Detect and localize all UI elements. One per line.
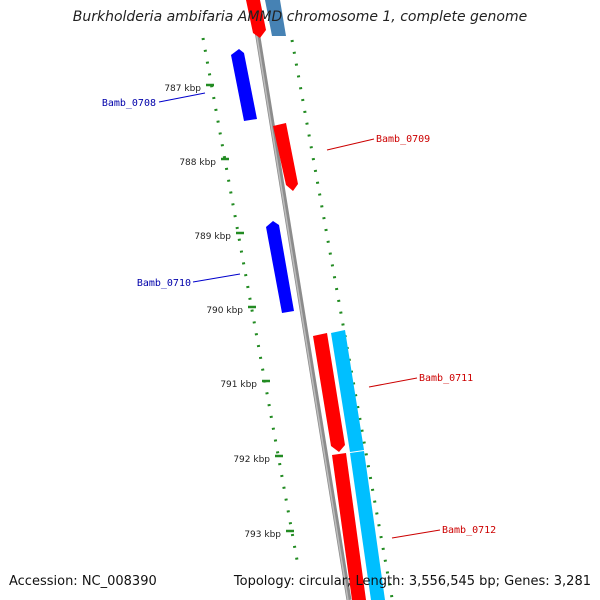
gene-label-bamb-0712[interactable]: Bamb_0712 [442,525,496,536]
scale-label-791: 791 kbp [220,380,257,390]
gene-arrow-bamb-0711 [313,333,345,452]
gene-label-bamb-0710[interactable]: Bamb_0710 [137,278,191,289]
tick-ring-inner [201,37,299,561]
scale-label-788: 788 kbp [179,158,216,168]
gene-arrow-bamb-0712 [332,453,366,600]
scale-label-787: 787 kbp [164,84,201,94]
scale-label-792: 792 kbp [233,455,270,465]
gene-leader-bamb-0709 [326,138,375,151]
map-title: Burkholderia ambifaria AMMD chromosome 1… [72,9,528,25]
gene-leader-bamb-0711 [368,377,418,388]
gene-leader-bamb-0710 [192,273,241,283]
gene-fragment-forward [246,0,266,38]
accession-text: Accession: NC_008390 [9,574,157,589]
scale-label-789: 789 kbp [194,232,231,242]
genome-backbone-highlight [250,0,349,600]
genome-backbone [249,0,352,600]
gene-arrow-bamb-0708 [231,49,257,121]
gene-bar-bamb-0712 [350,451,385,600]
scale-label-790: 790 kbp [206,306,243,316]
gene-arrow-bamb-0709 [273,123,298,191]
scale-label-793: 793 kbp [244,530,281,540]
gene-leader-bamb-0712 [391,529,441,539]
gene-label-bamb-0711[interactable]: Bamb_0711 [419,373,473,384]
genome-summary-text: Topology: circular; Length: 3,556,545 bp… [233,574,591,589]
gene-arrow-bamb-0710 [266,221,294,313]
gene-fragment-reverse [265,0,286,36]
gene-label-bamb-0709[interactable]: Bamb_0709 [376,134,430,145]
gene-bar-bamb-0711 [331,330,364,452]
gene-leader-bamb-0708 [158,92,206,103]
gene-label-bamb-0708[interactable]: Bamb_0708 [102,98,156,109]
